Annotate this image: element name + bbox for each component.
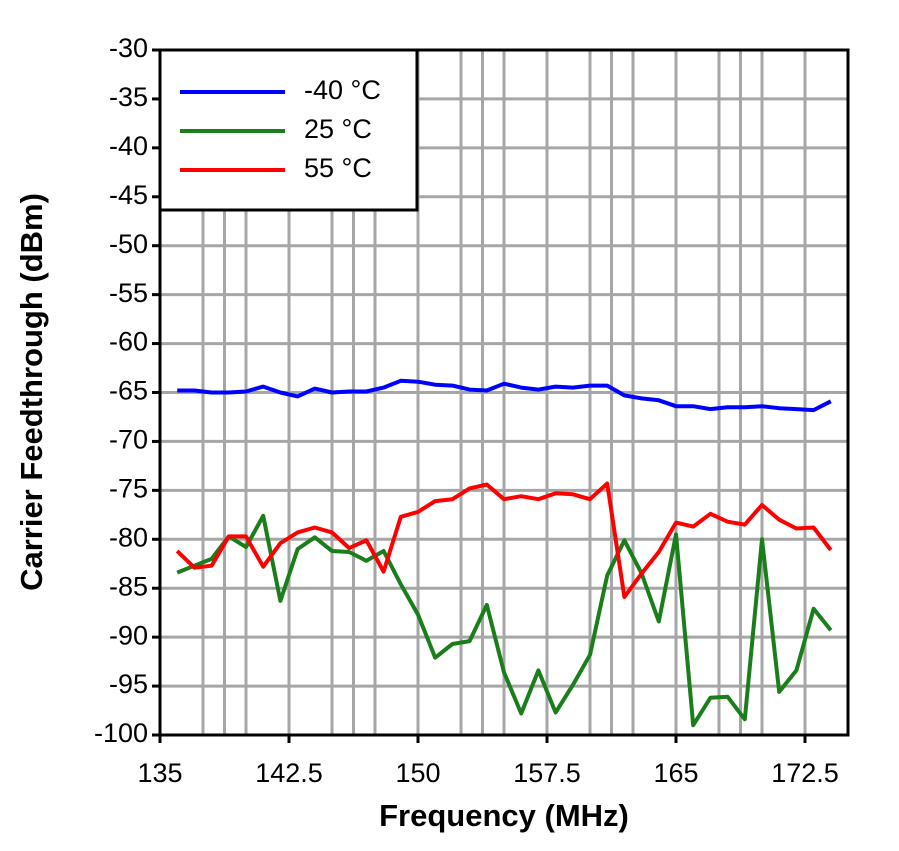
y-tick-label: -90 [109,620,148,650]
x-axis-label: Frequency (MHz) [379,798,629,833]
y-tick-label: -35 [109,82,148,112]
y-tick-label: -85 [109,571,148,601]
y-tick-label: -70 [109,425,148,455]
x-tick-label: 165 [653,758,698,788]
x-tick-label: 135 [137,758,182,788]
series-line [177,378,832,413]
x-tick-label: 157.5 [513,758,581,788]
y-axis-label: Carrier Feedthrough (dBm) [14,193,49,591]
x-tick-label: 142.5 [255,758,323,788]
x-tick-label: 172.5 [771,758,839,788]
series-line [176,513,833,728]
y-tick-label: -40 [109,131,148,161]
y-tick-label: -45 [109,180,148,210]
legend-label: -40 °C [304,75,381,105]
series-line [175,481,833,599]
y-tick-label: -60 [109,327,148,357]
legend: -40 °C 25 °C 55 °C [158,48,419,212]
y-tick-label: -50 [109,229,148,259]
y-tick-label: -75 [109,473,148,503]
y-tick-label: -100 [94,718,148,748]
y-tick-label: -95 [109,669,148,699]
y-tick-label: -80 [109,522,148,552]
x-tick-label: 150 [395,758,440,788]
plot-frame [158,48,850,737]
legend-label: 55 °C [304,153,372,183]
y-tick-label: -30 [109,33,148,63]
y-tick-label: -65 [109,376,148,406]
legend-label: 25 °C [304,114,372,144]
y-tick-label: -55 [109,278,148,308]
